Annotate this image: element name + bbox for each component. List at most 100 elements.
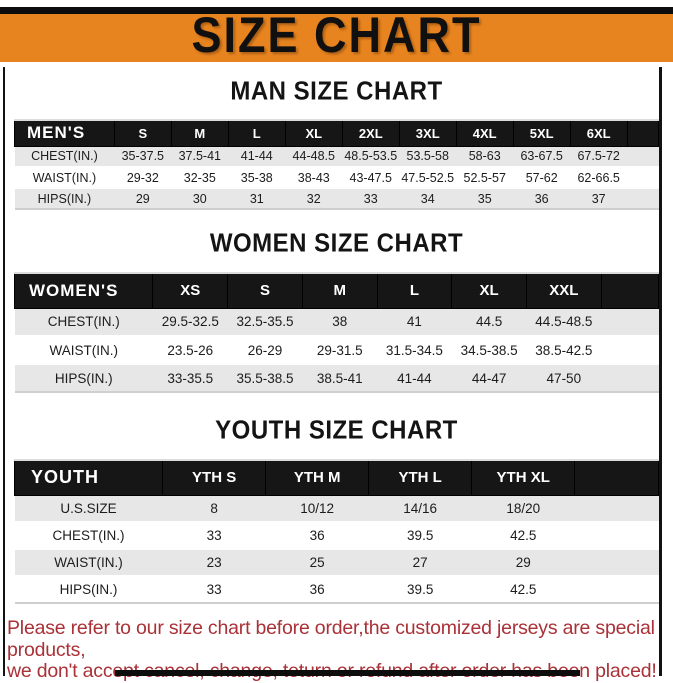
- measurement-row-label: CHEST(IN.): [14, 146, 115, 168]
- women-section-title-text: WOMEN SIZE CHART: [209, 228, 464, 259]
- size-value-cell: 47.5-52.5: [399, 167, 457, 189]
- size-value-cell: 33: [162, 522, 266, 550]
- size-value-cell: 48.5-53.5: [342, 146, 400, 168]
- title-banner: SIZE CHART: [0, 7, 673, 62]
- size-value-cell: 23.5-26: [152, 336, 228, 365]
- size-value-cell: 14/16: [368, 495, 472, 523]
- row-spacer: [601, 364, 659, 393]
- size-value-cell: 43-47.5: [342, 167, 400, 189]
- measurement-row-label: HIPS(IN.): [14, 364, 153, 393]
- size-value-cell: 36: [265, 576, 369, 604]
- table-row: U.S.SIZE 8 10/12 14/16 18/20: [14, 495, 659, 523]
- row-spacer: [574, 549, 659, 577]
- size-column-header: 3XL: [398, 119, 457, 147]
- size-value-cell: 42.5: [471, 576, 575, 604]
- size-value-cell: 42.5: [471, 522, 575, 550]
- size-value-cell: 35-38: [228, 167, 286, 189]
- size-column-header: M: [170, 119, 229, 147]
- table-row: CHEST(IN.) 33 36 39.5 42.5: [14, 522, 659, 550]
- size-value-cell: 41: [377, 308, 452, 337]
- size-value-cell: 32-35: [171, 167, 229, 189]
- size-value-cell: 29.5-32.5: [152, 308, 228, 337]
- row-spacer: [627, 188, 659, 210]
- size-column-header: S: [227, 272, 303, 309]
- table-row: HIPS(IN.) 33 36 39.5 42.5: [14, 576, 659, 604]
- top-border-bar: [0, 7, 673, 14]
- right-border-line: [659, 67, 662, 676]
- size-value-cell: 44.5: [451, 308, 527, 337]
- size-column-header: YTH L: [368, 459, 473, 496]
- size-column-header: 6XL: [569, 119, 628, 147]
- size-value-cell: 32.5-35.5: [227, 308, 303, 337]
- size-value-cell: 29: [471, 549, 575, 577]
- row-spacer: [627, 167, 659, 189]
- table-row: WAIST(IN.) 29-32 32-35 35-38 38-43 43-47.5 47.…: [14, 167, 659, 189]
- size-value-cell: 44-47: [451, 364, 527, 393]
- row-spacer: [574, 522, 659, 550]
- size-value-cell: 35.5-38.5: [227, 364, 303, 393]
- man-size-table: MEN'S S M L XL 2XL 3XL 4XL 5XL 6XL CHEST(IN.) 35-37…: [14, 119, 660, 210]
- row-spacer: [601, 336, 659, 365]
- size-column-header: XXL: [525, 272, 602, 309]
- size-column-header: YTH S: [162, 459, 267, 496]
- size-column-header: M: [301, 272, 378, 309]
- size-value-cell: 47-50: [526, 364, 602, 393]
- size-value-cell: 10/12: [265, 495, 369, 523]
- women-size-table: WOMEN'S XS S M L XL XXL CHEST(IN.) 29.5-32.5 32.5…: [13, 272, 660, 393]
- size-column-header: 2XL: [341, 119, 400, 147]
- size-value-cell: 39.5: [368, 576, 472, 604]
- size-value-cell: 44.5-48.5: [526, 308, 602, 337]
- man-section-title-text: MAN SIZE CHART: [230, 76, 443, 107]
- size-column-header: XL: [451, 272, 527, 309]
- size-value-cell: 58-63: [456, 146, 514, 168]
- size-value-cell: 62-66.5: [570, 167, 628, 189]
- size-value-cell: 29-31.5: [302, 336, 378, 365]
- size-value-cell: 36: [513, 188, 571, 210]
- table-row: WAIST(IN.) 23 25 27 29: [14, 549, 659, 577]
- table-header-row: MEN'S S M L XL 2XL 3XL 4XL 5XL 6XL: [14, 119, 660, 147]
- youth-size-section: YOUTH SIZE CHART YOUTH YTH S YTH M YTH L YTH…: [0, 416, 673, 604]
- measurement-row-label: HIPS(IN.): [14, 576, 163, 604]
- size-value-cell: 29: [114, 188, 172, 210]
- measurement-row-label: WAIST(IN.): [14, 167, 115, 189]
- table-row: CHEST(IN.) 35-37.5 37.5-41 41-44 44-48.5 48.5…: [14, 146, 659, 168]
- table-category-label: MEN'S: [14, 119, 115, 147]
- table-category-label: YOUTH: [13, 459, 164, 496]
- size-column-header: XL: [284, 119, 343, 147]
- size-value-cell: 33: [342, 188, 400, 210]
- size-column-header: 5XL: [512, 119, 571, 147]
- size-value-cell: 35: [456, 188, 514, 210]
- size-value-cell: 8: [162, 495, 266, 523]
- size-column-header: S: [113, 119, 172, 147]
- man-section-title: MAN SIZE CHART: [0, 76, 673, 107]
- header-spacer: [600, 272, 660, 309]
- man-size-section: MAN SIZE CHART MEN'S S M L XL 2XL 3XL 4XL 5XL 6XL…: [0, 76, 673, 210]
- size-value-cell: 41-44: [228, 146, 286, 168]
- header-spacer: [574, 459, 659, 496]
- size-value-cell: 38.5-42.5: [526, 336, 602, 365]
- table-row: HIPS(IN.) 33-35.5 35.5-38.5 38.5-41 41-44 44-…: [14, 364, 659, 393]
- left-border-line: [3, 67, 5, 676]
- size-value-cell: 38.5-41: [302, 364, 378, 393]
- size-value-cell: 35-37.5: [114, 146, 172, 168]
- size-value-cell: 67.5-72: [570, 146, 628, 168]
- size-value-cell: 53.5-58: [399, 146, 457, 168]
- size-column-header: L: [376, 272, 453, 309]
- measurement-row-label: U.S.SIZE: [14, 495, 163, 523]
- size-column-header: L: [227, 119, 286, 147]
- size-value-cell: 57-62: [513, 167, 571, 189]
- size-value-cell: 31: [228, 188, 286, 210]
- size-value-cell: 23: [162, 549, 266, 577]
- measurement-row-label: CHEST(IN.): [14, 308, 153, 337]
- size-value-cell: 63-67.5: [513, 146, 571, 168]
- size-value-cell: 26-29: [227, 336, 303, 365]
- size-value-cell: 37: [570, 188, 628, 210]
- size-value-cell: 31.5-34.5: [377, 336, 452, 365]
- size-value-cell: 38-43: [285, 167, 343, 189]
- measurement-row-label: CHEST(IN.): [14, 522, 163, 550]
- table-row: CHEST(IN.) 29.5-32.5 32.5-35.5 38 41 44.5 44.5…: [14, 308, 659, 337]
- row-spacer: [574, 495, 659, 523]
- page-title: SIZE CHART: [191, 5, 482, 64]
- row-spacer: [627, 146, 659, 168]
- table-header-row: YOUTH YTH S YTH M YTH L YTH XL: [13, 459, 659, 496]
